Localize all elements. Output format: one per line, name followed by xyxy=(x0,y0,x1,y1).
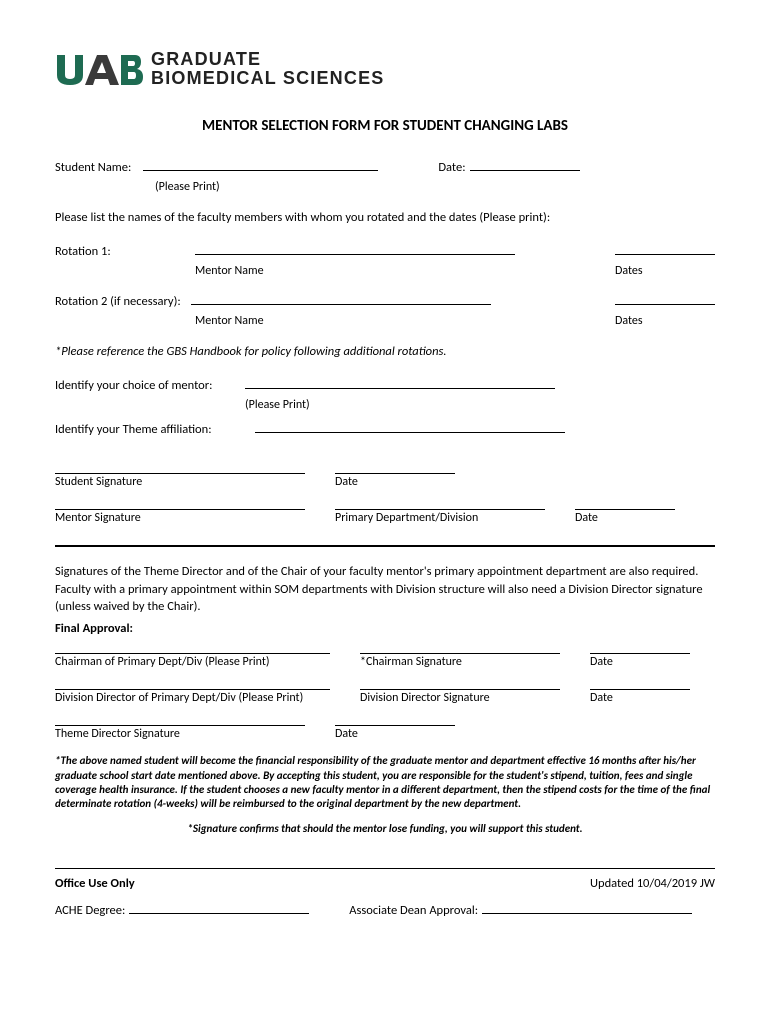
division-date-label: Date xyxy=(590,690,690,707)
rotation1-mentor-field[interactable] xyxy=(195,254,515,255)
logo-line1: GRADUATE xyxy=(151,50,385,69)
footer-row: Office Use Only Updated 10/04/2019 JW xyxy=(55,875,715,893)
division-row: Division Director of Primary Dept/Div (P… xyxy=(55,689,715,707)
rotation1-label: Rotation 1: xyxy=(55,243,195,261)
section-divider xyxy=(55,545,715,547)
division-print-label: Division Director of Primary Dept/Div (P… xyxy=(55,690,330,707)
footer-divider xyxy=(55,868,715,869)
rotation1-dates-field[interactable] xyxy=(615,254,715,255)
ache-label: ACHE Degree: xyxy=(55,902,125,920)
choice-mentor-row: Identify your choice of mentor: xyxy=(55,377,715,395)
uab-logo-icon xyxy=(55,51,143,87)
form-title: MENTOR SELECTION FORM FOR STUDENT CHANGI… xyxy=(55,116,715,137)
chairman-sig-label: *Chairman Signature xyxy=(360,654,560,671)
mentor-sig-date-label: Date xyxy=(575,510,675,527)
mentor-name-sublabel-2: Mentor Name xyxy=(195,313,264,330)
primary-dept-label: Primary Department/Division xyxy=(335,510,545,527)
fineprint-2: *Signature confirms that should the ment… xyxy=(55,822,715,836)
updated-label: Updated 10/04/2019 JW xyxy=(590,875,715,893)
ache-row: ACHE Degree: Associate Dean Approval: xyxy=(55,902,715,920)
mentor-name-sublabel-1: Mentor Name xyxy=(195,263,264,280)
dates-sublabel-1: Dates xyxy=(615,263,715,280)
student-sig-date-label: Date xyxy=(335,474,455,491)
theme-affiliation-label: Identify your Theme affiliation: xyxy=(55,421,255,439)
please-print-sublabel: (Please Print) xyxy=(155,179,220,196)
fineprint-1: *The above named student will become the… xyxy=(55,754,715,811)
student-signature-row: Student Signature Date xyxy=(55,473,715,491)
rotation2-row: Rotation 2 (if necessary): xyxy=(55,293,715,311)
student-name-row: Student Name: Date: xyxy=(55,159,715,177)
rotation2-mentor-field[interactable] xyxy=(191,304,491,305)
dean-field[interactable] xyxy=(482,913,692,914)
student-signature-label: Student Signature xyxy=(55,474,305,491)
handbook-note: *Please reference the GBS Handbook for p… xyxy=(55,343,715,361)
theme-director-row: Theme Director Signature Date xyxy=(55,725,715,743)
theme-sig-label: Theme Director Signature xyxy=(55,726,305,743)
theme-date-label: Date xyxy=(335,726,455,743)
student-name-field[interactable] xyxy=(143,170,378,171)
chairman-date-label: Date xyxy=(590,654,690,671)
logo-header: GRADUATE BIOMEDICAL SCIENCES xyxy=(55,50,715,88)
theme-affiliation-row: Identify your Theme affiliation: xyxy=(55,421,715,439)
theme-affiliation-field[interactable] xyxy=(255,432,565,433)
final-approval-heading: Final Approval: xyxy=(55,620,715,638)
date-field[interactable] xyxy=(470,170,580,171)
please-print-sublabel-2: (Please Print) xyxy=(245,397,310,414)
chairman-print-label: Chairman of Primary Dept/Div (Please Pri… xyxy=(55,654,330,671)
mentor-signature-label: Mentor Signature xyxy=(55,510,305,527)
division-sig-label: Division Director Signature xyxy=(360,690,560,707)
choice-mentor-field[interactable] xyxy=(245,388,555,389)
dates-sublabel-2: Dates xyxy=(615,313,715,330)
rotation1-row: Rotation 1: xyxy=(55,243,715,261)
rotation2-dates-field[interactable] xyxy=(615,304,715,305)
logo-line2: BIOMEDICAL SCIENCES xyxy=(151,69,385,88)
instructions-text: Please list the names of the faculty mem… xyxy=(55,209,715,227)
approval-intro: Signatures of the Theme Director and of … xyxy=(55,563,715,616)
dean-label: Associate Dean Approval: xyxy=(349,902,478,920)
rotation2-label: Rotation 2 (if necessary): xyxy=(55,293,181,311)
mentor-signature-row: Mentor Signature Primary Department/Divi… xyxy=(55,509,715,527)
choice-mentor-label: Identify your choice of mentor: xyxy=(55,377,245,395)
office-use-label: Office Use Only xyxy=(55,875,135,893)
chairman-row: Chairman of Primary Dept/Div (Please Pri… xyxy=(55,653,715,671)
student-name-label: Student Name: xyxy=(55,159,131,177)
logo-text: GRADUATE BIOMEDICAL SCIENCES xyxy=(151,50,385,88)
date-label: Date: xyxy=(438,159,465,177)
ache-field[interactable] xyxy=(129,913,309,914)
